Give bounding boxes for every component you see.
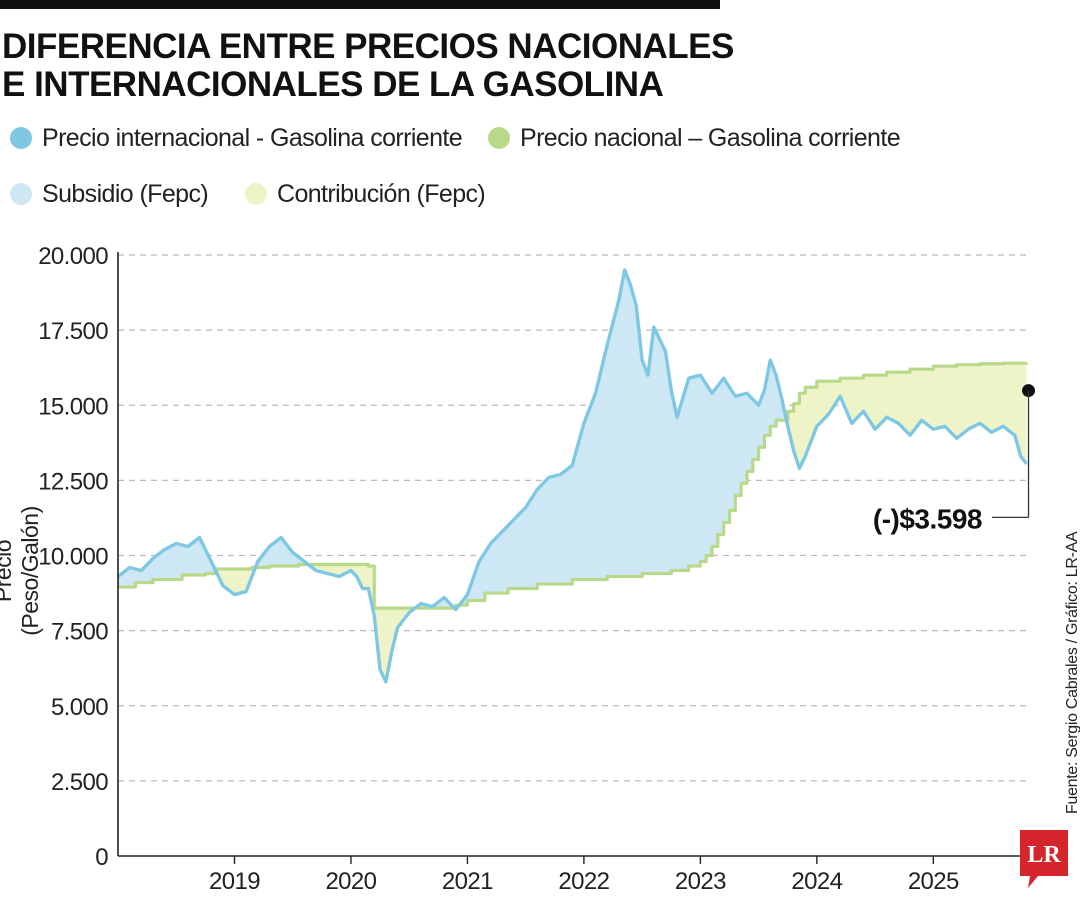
national-price-line (118, 361, 1029, 610)
y-tick-label: 5.000 (51, 694, 108, 721)
legend-contribution-label: Contribución (Fepc) (277, 179, 486, 208)
line-layer (116, 268, 1029, 684)
fill-layer (118, 272, 1027, 681)
x-tick-label: 2019 (209, 868, 260, 895)
top-rule (0, 0, 720, 9)
lr-logo: LR (1020, 830, 1068, 888)
legend-subsidy-swatch (10, 183, 32, 205)
y-tick-label: 2.500 (51, 769, 108, 796)
y-tick-label: 0 (95, 844, 108, 871)
y-tick-label: 20.000 (38, 243, 108, 270)
x-tick-label: 2022 (558, 868, 609, 895)
title-line-1: DIFERENCIA ENTRE PRECIOS NACIONALES (2, 27, 734, 66)
annotation-label: (-)$3.598 (873, 503, 982, 534)
y-tick-label: 7.500 (51, 619, 108, 646)
chart-title: DIFERENCIA ENTRE PRECIOS NACIONALES E IN… (2, 28, 762, 104)
source-credit: Fuente: Sergio Cabrales / Gráfico: LR-AA (1064, 531, 1080, 814)
y-tick-label: 15.000 (38, 393, 108, 420)
svg-text:LR: LR (1027, 842, 1061, 868)
legend-international-swatch (10, 127, 32, 149)
legend-subsidy: Subsidio (Fepc) (10, 174, 209, 214)
x-tick-label: 2025 (908, 868, 959, 895)
legend-subsidy-label: Subsidio (Fepc) (42, 179, 209, 208)
contribution-area (217, 362, 1027, 681)
legend-international-label: Precio internacional - Gasolina corrient… (42, 123, 463, 152)
annotation-layer: (-)$3.598 (873, 384, 1036, 534)
legend-international: Precio internacional - Gasolina corrient… (10, 118, 463, 158)
x-tick-label: 2020 (325, 868, 376, 895)
legend-national-swatch (488, 127, 510, 149)
legend-national-label: Precio nacional – Gasolina corriente (520, 123, 901, 152)
legend-national: Precio nacional – Gasolina corriente (488, 118, 901, 158)
y-axis-label: Precio (Peso/Galón) (0, 506, 43, 636)
x-tick-label: 2024 (791, 868, 842, 895)
y-tick-label: 10.000 (38, 544, 108, 571)
legend-contribution: Contribución (Fepc) (245, 174, 486, 214)
title-line-2: E INTERNACIONALES DE LA GASOLINA (2, 65, 664, 104)
international-price-line (116, 268, 1028, 684)
subsidy-area (118, 272, 787, 609)
axis-layer: 0 2.500 5.000 7.500 10.000 12.500 15.000 17.500… (38, 243, 1030, 895)
y-tick-label: 17.500 (38, 318, 108, 345)
x-tick-label: 2023 (675, 868, 726, 895)
y-tick-label: 12.500 (38, 468, 108, 495)
x-tick-label: 2021 (442, 868, 493, 895)
legend-contribution-swatch (245, 183, 267, 205)
